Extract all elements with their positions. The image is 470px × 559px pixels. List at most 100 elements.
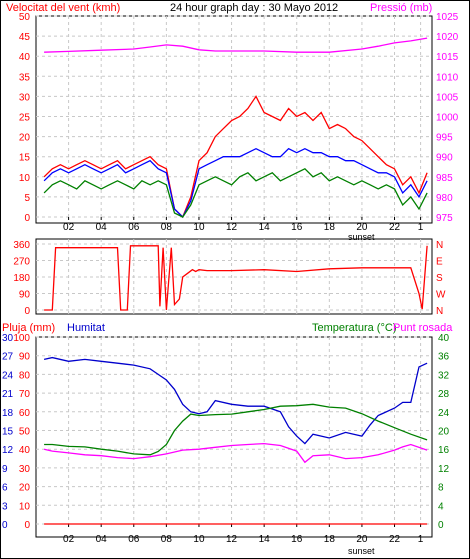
direction-ytick-label: 360 [13,240,30,251]
wind-xtick-label: 12 [226,222,238,233]
chart-title: 24 hour graph day : 30 Mayo 2012 [170,2,338,14]
humidity-xtick-label: 1 [418,534,424,545]
humidity-ytick-label: 90 [19,352,31,363]
wind-xtick-label: 08 [161,222,173,233]
pressure-ytick-label: 980 [436,193,453,204]
temperature-ytick-label: 36 [438,352,450,363]
wind-ytick-label: 20 [19,133,31,144]
wind-ytick-label: 45 [19,32,31,43]
wind-xtick-label: 20 [356,222,368,233]
rain-ytick-label: 6 [2,483,8,494]
rain-ytick-label: 12 [2,445,14,456]
compass-ytick-label: W [436,290,446,301]
wind-xtick-label: 10 [193,222,205,233]
rain-ytick-label: 15 [2,427,14,438]
wind-xtick-label: 06 [128,222,140,233]
humidity-ytick-label: 60 [19,408,31,419]
pressure-ytick-label: 990 [436,153,453,164]
wind-xtick-label: 04 [96,222,108,233]
rain-ytick-label: 30 [2,333,14,344]
wind-ytick-label: 30 [19,92,31,103]
wind-xtick-label: 18 [324,222,336,233]
dewpoint-axis-title: Punt rosada [393,322,453,334]
pressure-ytick-label: 1020 [436,32,459,43]
wind-ytick-label: 15 [19,153,31,164]
temperature-axis-title: Temperatura (°C) [312,322,396,334]
rain-ytick-label: 21 [2,389,14,400]
wind-ytick-label: 35 [19,72,31,83]
pressure-ytick-label: 1005 [436,92,459,103]
humidity-ytick-label: 100 [13,333,30,344]
humidity-xtick-label: 16 [291,534,303,545]
humidity-ytick-label: 10 [19,501,31,512]
sunset-label-bottom: sunset [348,546,375,556]
pressure-axis-title: Pressió (mb) [370,2,432,14]
compass-ytick-label: E [436,257,443,268]
wind-ytick-label: 0 [24,213,30,224]
pressure-ytick-label: 985 [436,173,453,184]
rain-ytick-label: 3 [2,501,8,512]
temperature-ytick-label: 12 [438,464,450,475]
rain-ytick-label: 0 [2,520,8,531]
temperature-ytick-label: 28 [438,389,450,400]
humidity-xtick-label: 20 [356,534,368,545]
humidity-line [43,356,428,445]
humidity-ytick-label: 40 [19,445,31,456]
humidity-xtick-label: 06 [128,534,140,545]
wind-xtick-label: 14 [259,222,271,233]
pressure-ytick-label: 1015 [436,52,459,63]
humidity-xtick-label: 18 [324,534,336,545]
sunset-label-top: sunset [348,232,375,242]
rain-axis-title: Pluja (mm) [2,322,55,334]
pressure-ytick-label: 1025 [436,12,459,23]
rain-ytick-label: 9 [2,464,8,475]
humidity-xtick-label: 12 [226,534,238,545]
rain-ytick-label: 27 [2,352,14,363]
humidity-xtick-label: 14 [259,534,271,545]
humidity-ytick-label: 70 [19,389,31,400]
temperature-ytick-label: 24 [438,408,450,419]
wind-axis-title: Velocitat del vent (kmh) [6,2,120,14]
wind-xtick-label: 1 [418,222,424,233]
wind-ytick-label: 50 [19,12,31,23]
pressure-ytick-label: 1010 [436,72,459,83]
wind-series-0-line [43,95,428,219]
pressure-ytick-label: 995 [436,133,453,144]
temperature-line [44,403,428,456]
compass-ytick-label: S [436,273,443,284]
wind-direction-line [44,245,428,311]
wind-xtick-label: 16 [291,222,303,233]
humidity-xtick-label: 22 [389,534,401,545]
pressure-line [44,37,428,53]
temperature-ytick-label: 40 [438,333,450,344]
humidity-ytick-label: 30 [19,464,31,475]
compass-ytick-label: N [436,306,443,317]
temperature-ytick-label: 20 [438,427,450,438]
wind-ytick-label: 10 [19,173,31,184]
direction-ytick-label: 90 [19,290,31,301]
wind-ytick-label: 40 [19,52,31,63]
rain-ytick-label: 18 [2,408,14,419]
humidity-ytick-label: 0 [24,520,30,531]
direction-ytick-label: 0 [24,306,30,317]
wind-series-2-line [43,168,428,218]
pressure-ytick-label: 1000 [436,113,459,124]
humidity-panel-frame [35,336,433,538]
pressure-ytick-label: 975 [436,213,453,224]
temperature-ytick-label: 0 [438,520,444,531]
temperature-ytick-label: 16 [438,445,450,456]
humidity-ytick-label: 50 [19,427,31,438]
rain-ytick-label: 24 [2,370,14,381]
temperature-ytick-label: 8 [438,483,444,494]
humidity-xtick-label: 08 [161,534,173,545]
temperature-ytick-label: 4 [438,501,444,512]
humidity-xtick-label: 04 [96,534,108,545]
dewpoint-line [43,442,428,464]
direction-ytick-label: 180 [13,273,30,284]
humidity-xtick-label: 10 [193,534,205,545]
wind-ytick-label: 25 [19,113,31,124]
direction-ytick-label: 270 [13,257,30,268]
humidity-ytick-label: 80 [19,370,31,381]
